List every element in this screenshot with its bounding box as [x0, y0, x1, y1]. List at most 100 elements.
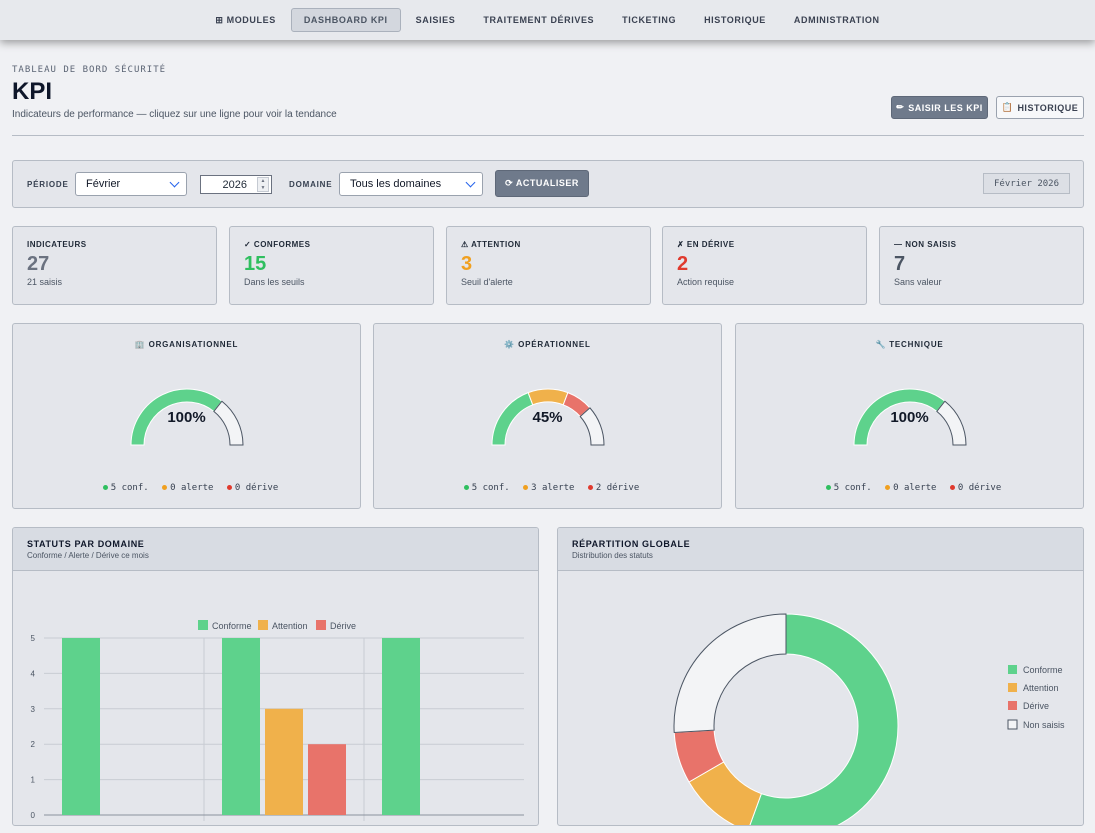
bar-conforme — [382, 638, 420, 815]
legend-label: Attention — [1023, 683, 1059, 693]
legend-label: Dérive — [330, 621, 356, 631]
stat-sub: 21 saisis — [27, 277, 63, 287]
gauge-chart — [853, 388, 967, 446]
year-input[interactable]: 2026 ▲ ▼ — [200, 175, 272, 194]
gauge-percent: 100% — [890, 409, 929, 426]
gauge-derive: 0 dérive — [957, 483, 1002, 493]
page-subtitle: Indicateurs de performance — cliquez sur… — [12, 109, 337, 120]
y-tick-label: 3 — [31, 705, 36, 714]
historique-label: HISTORIQUE — [1017, 102, 1079, 113]
nav-dashboard-kpi[interactable]: DASHBOARD KPI — [290, 8, 401, 32]
stat-label: ⚠ ATTENTION — [461, 240, 521, 249]
gauge-chart — [491, 388, 605, 446]
periode-label: PÉRIODE — [27, 180, 69, 189]
stat-value: 7 — [894, 253, 906, 275]
stat-label: INDICATEURS — [27, 240, 87, 249]
clipboard-icon: 📋 — [1001, 102, 1014, 112]
stat-value: 27 — [27, 253, 50, 275]
bar-conforme — [62, 638, 100, 815]
alerte-dot — [523, 484, 529, 490]
pencil-icon: ✏ — [896, 102, 905, 112]
header-divider — [12, 135, 1084, 136]
nav-traitement-derives[interactable]: TRAITEMENT DÉRIVES — [483, 15, 595, 25]
x-tick-label: Technique — [423, 824, 464, 826]
gauge-conf: 5 conf. — [833, 483, 872, 493]
conforme-dot — [102, 484, 108, 490]
page-kicker: TABLEAU DE BORD SÉCURITÉ — [12, 65, 167, 75]
gauge-card-operationnel: ⚙️ OPÉRATIONNEL 45% 5 conf. 3 alerte 2 d… — [373, 323, 722, 509]
gauge-derive: 2 dérive — [595, 483, 640, 493]
bar-chart-panel: STATUTS PAR DOMAINE Conforme / Alerte / … — [12, 527, 539, 826]
nav-administration[interactable]: ADMINISTRATION — [793, 15, 880, 25]
legend-swatch — [1008, 665, 1017, 674]
gauge-title: 🔧 TECHNIQUE — [875, 340, 944, 349]
x-tick-label: Organisationne — [93, 824, 154, 826]
stat-label: — NON SAISIS — [894, 240, 957, 249]
gauge-segment-non_saisi — [579, 407, 605, 446]
saisir-kpi-button[interactable]: ✏ SAISIR LES KPI — [891, 96, 988, 119]
nav-ticketing[interactable]: TICKETING — [622, 15, 677, 25]
stat-card-en-derive: ✗ EN DÉRIVE 2 Action requise — [662, 226, 867, 305]
legend-swatch — [1007, 719, 1018, 730]
legend-swatch — [1008, 683, 1017, 692]
panel-header: RÉPARTITION GLOBALE Distribution des sta… — [558, 528, 1083, 571]
domaine-select[interactable]: Tous les domaines — [339, 172, 483, 196]
nav-saisies[interactable]: SAISIES — [415, 15, 456, 25]
stat-card-attention: ⚠ ATTENTION 3 Seuil d'alerte — [446, 226, 651, 305]
conforme-dot — [463, 484, 469, 490]
gauge-legend: 5 conf. 0 alerte 0 dérive — [736, 483, 1083, 493]
chevron-down-icon — [465, 177, 476, 188]
stat-sub: Seuil d'alerte — [461, 277, 513, 287]
stat-label: ✓ CONFORMES — [244, 240, 311, 249]
gauge-segment-non_saisi — [213, 400, 244, 446]
panel-title: STATUTS PAR DOMAINE — [27, 539, 145, 549]
gauge-derive: 0 dérive — [234, 483, 279, 493]
legend-label: Dérive — [1023, 701, 1049, 711]
alerte-dot — [162, 484, 168, 490]
stat-label: ✗ EN DÉRIVE — [677, 240, 735, 249]
gauge-card-technique: 🔧 TECHNIQUE 100% 5 conf. 0 alerte 0 déri… — [735, 323, 1084, 509]
y-tick-label: 1 — [31, 776, 36, 785]
periode-select[interactable]: Février — [75, 172, 187, 196]
gauge-percent: 100% — [167, 409, 206, 426]
stat-card-indicateurs: INDICATEURS 27 21 saisis — [12, 226, 217, 305]
filter-bar: PÉRIODE Février 2026 ▲ ▼ DOMAINE Tous les… — [12, 160, 1084, 208]
legend-label: Attention — [272, 621, 308, 631]
bar-attention — [265, 708, 303, 815]
year-value: 2026 — [222, 178, 247, 191]
nav-historique[interactable]: HISTORIQUE — [704, 15, 766, 25]
nav-modules[interactable]: ⊞ MODULES — [215, 14, 276, 25]
donut-slice-non-saisis — [673, 613, 787, 734]
stat-sub: Dans les seuils — [244, 277, 305, 287]
chevron-down-icon — [169, 177, 180, 188]
legend-swatch — [198, 620, 208, 630]
derive-dot — [226, 484, 232, 490]
gauge-title: ⚙️ OPÉRATIONNEL — [504, 340, 591, 349]
year-stepper[interactable]: ▲ ▼ — [257, 177, 269, 192]
gauge-conf: 5 conf. — [110, 483, 149, 493]
derive-dot — [587, 484, 593, 490]
gauge-chart — [130, 388, 244, 446]
stat-card-conformes: ✓ CONFORMES 15 Dans les seuils — [229, 226, 434, 305]
gauge-alerte: 0 alerte — [893, 483, 937, 493]
stat-sub: Action requise — [677, 277, 735, 287]
historique-button[interactable]: 📋 HISTORIQUE — [996, 96, 1084, 119]
domaine-label: DOMAINE — [289, 180, 333, 189]
conforme-dot — [825, 484, 831, 490]
page-title: KPI — [12, 78, 53, 105]
panel-subtitle: Distribution des statuts — [572, 551, 653, 560]
legend-label: Conforme — [1023, 665, 1063, 675]
period-badge: Février 2026 — [983, 173, 1070, 194]
alerte-dot — [885, 484, 891, 490]
y-tick-label: 5 — [31, 634, 36, 643]
periode-value: Février — [86, 178, 121, 190]
gauge-legend: 5 conf. 3 alerte 2 dérive — [374, 483, 721, 493]
gauge-legend: 5 conf. 0 alerte 0 dérive — [13, 483, 360, 493]
domaine-value: Tous les domaines — [350, 178, 442, 190]
actualiser-button[interactable]: ⟳ ACTUALISER — [495, 170, 589, 197]
gauge-alerte: 0 alerte — [170, 483, 214, 493]
gauge-segment-attention — [527, 388, 569, 406]
donut-slice-conforme — [749, 613, 899, 825]
legend-swatch — [258, 620, 268, 630]
donut-chart-panel: RÉPARTITION GLOBALE Distribution des sta… — [557, 527, 1084, 826]
